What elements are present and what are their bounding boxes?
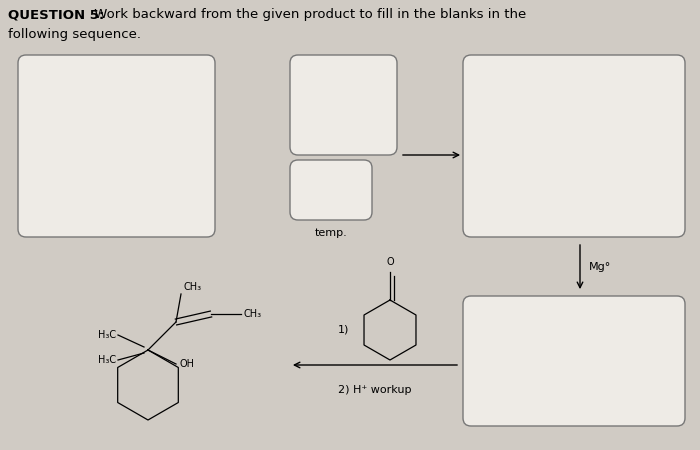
FancyBboxPatch shape [290, 160, 372, 220]
Text: temp.: temp. [314, 228, 347, 238]
Text: O: O [386, 257, 394, 267]
Text: Mg°: Mg° [589, 262, 611, 272]
Text: OH: OH [179, 359, 194, 369]
Text: CH₃: CH₃ [243, 309, 261, 319]
Text: 1): 1) [338, 325, 349, 335]
Text: following sequence.: following sequence. [8, 28, 141, 41]
Text: CH₃: CH₃ [183, 282, 201, 292]
FancyBboxPatch shape [463, 55, 685, 237]
Text: H₃C: H₃C [98, 330, 116, 340]
Text: 2) H⁺ workup: 2) H⁺ workup [338, 385, 412, 395]
Text: QUESTION 5:: QUESTION 5: [8, 8, 104, 21]
FancyBboxPatch shape [18, 55, 215, 237]
Text: H₃C: H₃C [98, 355, 116, 365]
FancyBboxPatch shape [463, 296, 685, 426]
Text: Work backward from the given product to fill in the blanks in the: Work backward from the given product to … [90, 8, 526, 21]
FancyBboxPatch shape [290, 55, 397, 155]
